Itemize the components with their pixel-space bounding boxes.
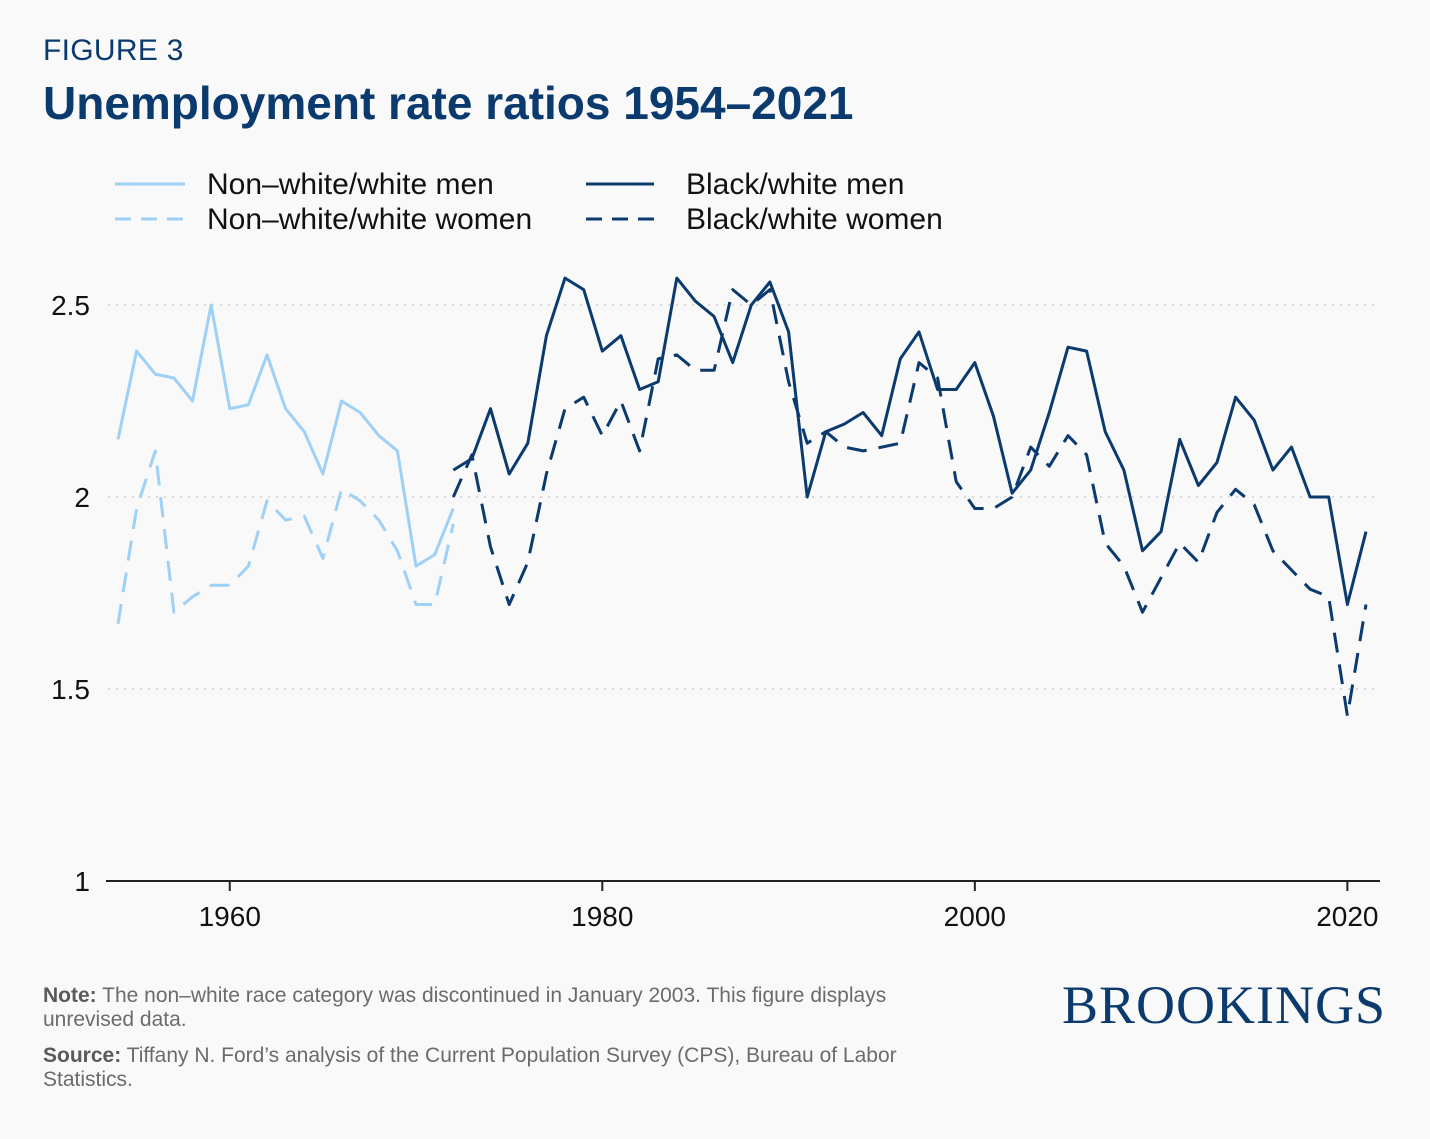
note-label: Note:: [43, 984, 97, 1007]
chart-title: Unemployment rate ratios 1954–2021: [43, 77, 854, 129]
x-tick-label: 1980: [571, 901, 633, 932]
series-line-non-white-white-men: [116, 303, 455, 568]
source-text: Source: Tiffany N. Ford’s analysis of th…: [43, 1044, 943, 1092]
note-text: Note: The non–white race category was di…: [43, 984, 943, 1032]
legend-label-black-men: Black/white men: [686, 168, 904, 201]
y-tick-label: 2: [74, 482, 90, 513]
x-tick-label: 2000: [944, 901, 1006, 932]
series-line-black-white-men: [452, 276, 1368, 606]
line-chart: Non–white/white men Non–white/white wome…: [51, 168, 1380, 932]
series-line-black-white-women: [451, 288, 1368, 718]
axes: 1 1.5 2 2.5 1960 1980 2000 2020: [51, 290, 1380, 932]
legend: Non–white/white men Non–white/white wome…: [115, 168, 943, 236]
x-tick-label: 2020: [1316, 901, 1378, 932]
source-label: Source:: [43, 1044, 122, 1067]
series-line-non-white-white-women: [116, 449, 455, 624]
legend-label-nonwhite-men: Non–white/white men: [207, 168, 494, 201]
source-body: Tiffany N. Ford’s analysis of the Curren…: [43, 1044, 897, 1091]
y-tick-label: 1.5: [51, 674, 90, 705]
legend-label-nonwhite-women: Non–white/white women: [207, 203, 532, 236]
figure-kicker: FIGURE 3: [43, 34, 184, 67]
note-body: The non–white race category was disconti…: [43, 984, 887, 1031]
series-lines: [116, 276, 1368, 718]
y-tick-label: 2.5: [51, 290, 90, 321]
gridlines: [108, 304, 1380, 690]
legend-label-black-women: Black/white women: [686, 203, 943, 236]
brookings-logo: BROOKINGS: [1061, 975, 1386, 1035]
y-tick-label: 1: [74, 866, 90, 897]
x-tick-label: 1960: [199, 901, 261, 932]
